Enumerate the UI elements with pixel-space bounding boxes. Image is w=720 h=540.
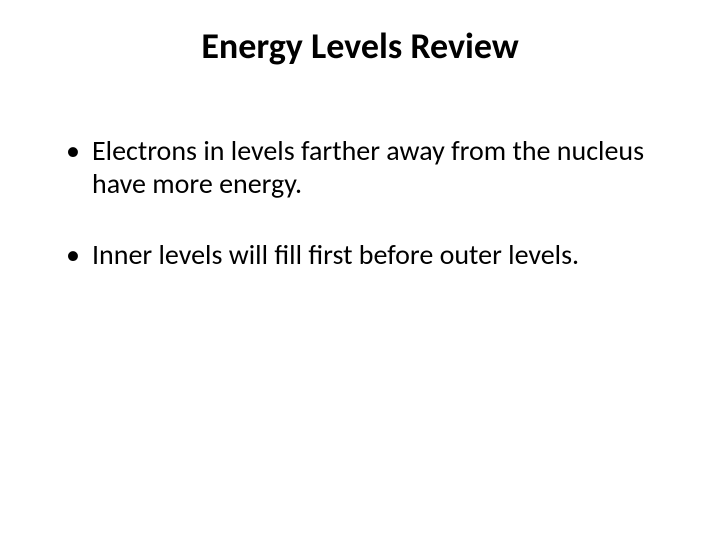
slide-body: Electrons in levels farther away from th… xyxy=(62,134,660,271)
slide-title: Energy Levels Review xyxy=(0,24,720,68)
bullet-item: Electrons in levels farther away from th… xyxy=(62,134,660,200)
bullet-spacer xyxy=(62,200,660,238)
bullet-item: Inner levels will fill first before oute… xyxy=(62,238,660,271)
slide: { "title": { "text": "Energy Levels Revi… xyxy=(0,0,720,540)
bullet-list: Electrons in levels farther away from th… xyxy=(62,134,660,271)
